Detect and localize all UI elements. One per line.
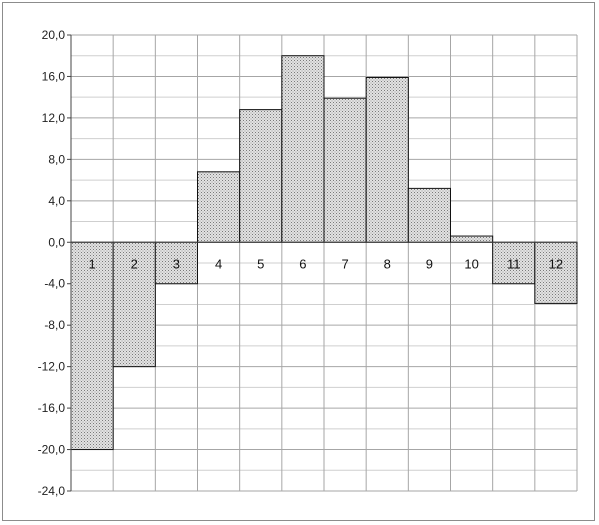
bar-10 <box>450 235 494 243</box>
y-tick-label: 0,0 <box>48 235 65 249</box>
category-label-7: 7 <box>341 256 348 271</box>
bar-9 <box>407 187 452 243</box>
y-tick-labels: -24,0 -20,0 -16,0 -12,0 -8,0 -4,0 0,0 4,0 8,0 12,… <box>38 28 66 498</box>
category-label-4: 4 <box>215 256 222 271</box>
bar-4 <box>197 171 241 243</box>
y-tick-label: -8,0 <box>44 318 65 332</box>
category-label-11: 11 <box>507 256 521 271</box>
category-label-6: 6 <box>299 256 306 271</box>
y-tick-label: -4,0 <box>44 277 65 291</box>
bar-2 <box>112 241 156 368</box>
category-label-12: 12 <box>549 256 563 271</box>
category-label-8: 8 <box>384 256 391 271</box>
category-label-1: 1 <box>88 256 95 271</box>
category-label-10: 10 <box>464 256 478 271</box>
bar-11 <box>492 241 536 285</box>
y-tick-label: 16,0 <box>42 69 66 83</box>
bars <box>70 55 578 451</box>
bar-7 <box>323 97 367 243</box>
y-tick-label: -24,0 <box>38 484 66 498</box>
y-tick-label: 12,0 <box>42 111 66 125</box>
category-label-3: 3 <box>173 256 180 271</box>
bar-3 <box>154 241 198 285</box>
bar-5 <box>239 109 283 243</box>
category-label-5: 5 <box>257 256 264 271</box>
bar-8 <box>365 76 409 243</box>
y-tick-label: 8,0 <box>48 152 65 166</box>
y-tick-label: -16,0 <box>38 401 66 415</box>
axes <box>67 34 577 492</box>
bar-1 <box>70 241 114 451</box>
y-tick-label: 20,0 <box>42 28 66 42</box>
y-tick-label: -12,0 <box>38 360 66 374</box>
bar-12 <box>534 241 578 304</box>
category-label-9: 9 <box>426 256 433 271</box>
category-label-2: 2 <box>131 256 138 271</box>
bar-6 <box>281 55 325 243</box>
y-tick-label: 4,0 <box>48 194 65 208</box>
y-tick-label: -20,0 <box>38 443 66 457</box>
category-labels: 1 2 3 4 5 6 7 8 9 10 11 12 <box>88 256 563 271</box>
